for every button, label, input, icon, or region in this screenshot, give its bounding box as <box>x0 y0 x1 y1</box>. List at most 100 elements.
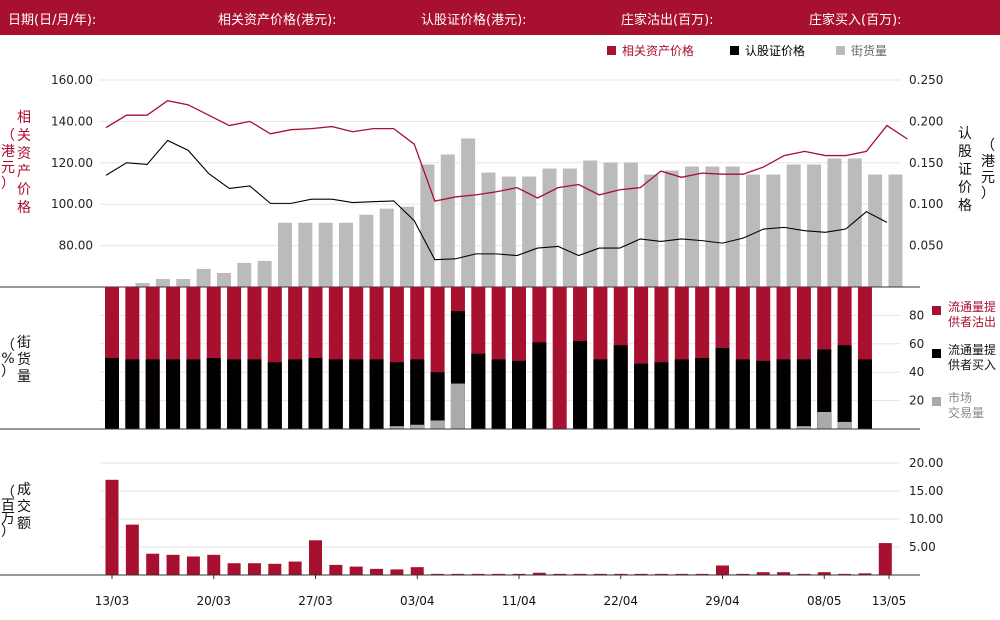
turnover-bar <box>777 572 791 575</box>
outstanding-bar <box>400 206 415 287</box>
outstanding-bar <box>196 268 211 287</box>
x-tick-label: 03/04 <box>400 594 435 608</box>
outstanding-bar <box>603 162 618 287</box>
buy-bar <box>369 359 384 429</box>
outstanding-bar <box>705 166 720 287</box>
turnover-bar <box>207 554 221 575</box>
buy-bar <box>735 359 750 429</box>
mid-legend-label: 流通量提 <box>948 299 996 314</box>
buy-bar <box>186 359 201 429</box>
outstanding-bar <box>318 222 333 287</box>
outstanding-bar <box>786 164 801 287</box>
right-axis-label: 认股证价格 <box>958 126 972 214</box>
outstanding-bar <box>339 222 354 287</box>
buy-bar <box>857 359 872 429</box>
x-tick-label: 13/05 <box>872 594 907 608</box>
outstanding-bar <box>298 222 313 287</box>
legend-label: 认股证价格 <box>745 43 805 58</box>
turnover-bar <box>695 573 709 575</box>
x-tick-label: 11/04 <box>502 594 537 608</box>
buy-bar <box>247 359 262 429</box>
turnover-bar <box>675 573 689 575</box>
buy-bar <box>491 359 506 429</box>
turnover-bar <box>125 524 139 575</box>
buy-bar <box>206 358 221 429</box>
bottom-tick-label: 15.00 <box>909 484 943 498</box>
turnover-bar <box>268 563 282 575</box>
mid-tick-label: 20 <box>909 394 924 408</box>
outstanding-bar <box>359 214 374 287</box>
turnover-bar <box>858 573 872 575</box>
turnover-bar <box>247 563 261 575</box>
outstanding-bar <box>237 262 252 287</box>
outstanding-bar <box>847 158 862 287</box>
buy-bar <box>349 359 364 429</box>
turnover-bar <box>593 573 607 575</box>
turnover-bar <box>492 573 506 575</box>
outstanding-bar <box>888 174 903 287</box>
market-bar <box>410 424 425 429</box>
outstanding-bar <box>257 260 272 287</box>
turnover-bar <box>166 554 180 575</box>
warrant-price-label: 认股证价格(港元): <box>421 13 527 28</box>
turnover-bar <box>471 573 485 575</box>
buy-bar <box>593 359 608 429</box>
turnover-bar <box>838 573 852 575</box>
buy-bar <box>715 348 730 429</box>
outstanding-bar <box>746 174 761 287</box>
x-tick-label: 20/03 <box>196 594 231 608</box>
outstanding-bar <box>644 174 659 287</box>
buy-bar <box>695 358 710 429</box>
market-bar <box>796 426 811 429</box>
turnover-bar <box>349 566 363 575</box>
buy-bar <box>471 353 486 429</box>
turnover-bar <box>410 567 424 575</box>
left-axis-unit: （港元） <box>1 128 15 192</box>
sell-bar <box>552 287 567 429</box>
outstanding-bar <box>807 164 822 287</box>
mid-tick-label: 60 <box>909 337 924 351</box>
mid-legend-label: 流通量提 <box>948 342 996 357</box>
bottom-tick-label: 10.00 <box>909 512 943 526</box>
outstanding-bar <box>440 154 455 287</box>
market-maker-sell-label: 庄家沽出(百万): <box>621 13 714 28</box>
outstanding-bar <box>827 158 842 287</box>
legend-swatch <box>730 46 739 55</box>
turnover-bar <box>146 553 160 575</box>
mid-tick-label: 40 <box>909 365 924 379</box>
buy-bar <box>267 362 282 429</box>
underlying-price-label: 相关资产价格(港元): <box>218 13 337 28</box>
header-bar: 日期(日/月/年): 相关资产价格(港元): 认股证价格(港元): 庄家沽出(百… <box>0 0 1000 35</box>
mid-tick-label: 80 <box>909 308 924 322</box>
buy-bar <box>125 359 140 429</box>
turnover-bar <box>654 573 668 575</box>
turnover-bar <box>329 564 343 575</box>
legend-label: 相关资产价格 <box>622 43 694 58</box>
mid-legend-swatch <box>932 306 941 315</box>
turnover-bar <box>309 540 322 575</box>
buy-bar <box>389 362 404 429</box>
outstanding-bar <box>176 278 191 287</box>
bottom-axis-label: 成交额 <box>17 482 31 532</box>
outstanding-bar <box>135 282 150 287</box>
buy-bar <box>288 359 303 429</box>
bottom-axis-unit: （百万） <box>1 485 15 540</box>
buy-bar <box>430 372 445 429</box>
outstanding-bar <box>664 170 679 287</box>
market-bar <box>837 421 852 429</box>
left-tick-label: 80.00 <box>59 239 93 253</box>
mid-legend-label: 供者买入 <box>948 358 996 372</box>
outstanding-bar <box>583 160 598 287</box>
outstanding-bar <box>155 278 170 287</box>
outstanding-bar <box>562 168 577 287</box>
outstanding-bar <box>766 174 781 287</box>
market-bar <box>450 383 465 429</box>
turnover-bar <box>431 573 445 575</box>
turnover-bar <box>227 563 241 575</box>
price-panel: 160.00 140.00 120.00 100.00 80.00 0.250 0.200 0… <box>1 43 995 287</box>
turnover-bar <box>614 573 628 575</box>
buy-bar <box>837 345 852 429</box>
turnover-panel: 20.00 15.00 10.00 5.00 成交额（百万） 13/03 20/03 27/0… <box>0 456 943 608</box>
outstanding-bar <box>379 208 394 287</box>
buy-bar <box>308 358 323 429</box>
